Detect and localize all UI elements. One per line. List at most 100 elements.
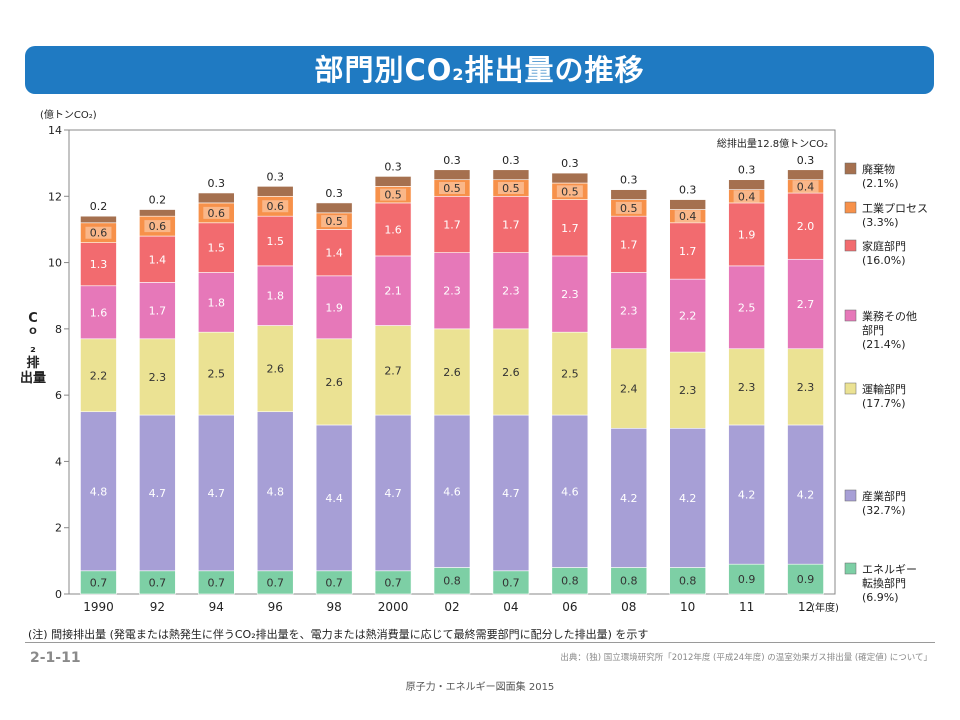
bar-segment: [198, 192, 235, 204]
bar-segment: [551, 414, 589, 568]
x-tick-label: 2000: [378, 600, 409, 614]
data-label: 0.3: [561, 157, 579, 170]
data-label: 0.3: [679, 184, 697, 197]
bar-segment: [669, 567, 706, 595]
data-label: 0.7: [149, 576, 167, 589]
bar-segment: [728, 424, 765, 565]
title-main: 部門別CO: [314, 53, 453, 87]
bar-segment: [315, 275, 353, 340]
bar-segment: [728, 179, 765, 190]
legend-share: (16.0%): [862, 254, 906, 267]
data-label: 4.2: [679, 492, 697, 505]
data-label: 0.3: [738, 164, 756, 177]
data-label: 0.8: [443, 575, 461, 588]
legend-swatch: [844, 201, 857, 214]
data-label: 0.5: [620, 202, 638, 215]
bar-segment: [374, 202, 412, 257]
data-label: 2.3: [561, 288, 579, 301]
legend-label: 業務その他: [862, 309, 917, 323]
data-label: 2.0: [797, 220, 815, 233]
data-label: 0.3: [620, 174, 638, 187]
data-label: 0.3: [208, 177, 226, 190]
data-label: 0.3: [266, 170, 284, 183]
x-tick-label: 94: [209, 600, 224, 614]
data-label: 2.6: [325, 376, 343, 389]
y-axis-title-char: 出量: [20, 370, 46, 386]
bar-segment: [669, 222, 706, 280]
bar-segment: [315, 424, 353, 572]
data-label: 2.3: [797, 381, 815, 394]
bar-segment: [198, 222, 235, 273]
legend-share: (6.9%): [862, 591, 899, 604]
y-tick-label: 4: [55, 455, 62, 468]
bar-segment: [551, 199, 589, 257]
data-label: 0.7: [208, 576, 226, 589]
bar-segment: [433, 169, 471, 181]
bar-segment: [80, 215, 117, 224]
title-rest: 排出量の推移: [464, 53, 645, 87]
y-tick-label: 12: [48, 190, 62, 203]
legend-swatch: [844, 562, 857, 575]
bar-segment: [374, 414, 412, 572]
legend-swatch: [844, 382, 857, 395]
footer-text: 原子力・エネルギー図面集 2015: [405, 682, 555, 693]
data-label: 0.2: [149, 194, 167, 207]
bar-segment: [787, 192, 824, 260]
x-unit-label: (年度): [811, 601, 839, 614]
y-tick-label: 6: [55, 389, 62, 402]
data-label: 2.2: [90, 369, 108, 382]
legend-share: (2.1%): [862, 177, 899, 190]
data-label: 1.8: [266, 290, 284, 303]
legend-label: 部門: [862, 323, 884, 337]
data-label: 0.6: [208, 207, 226, 220]
data-label: 1.6: [90, 306, 108, 319]
data-label: 2.6: [443, 366, 461, 379]
bar-segment: [610, 348, 648, 429]
data-label: 2.3: [620, 305, 638, 318]
bar-segment: [728, 563, 765, 595]
data-label: 0.3: [443, 154, 461, 167]
bar-segment: [551, 255, 589, 333]
data-label: 2.7: [384, 364, 402, 377]
data-label: 1.7: [679, 245, 697, 258]
data-label: 1.7: [620, 238, 638, 251]
data-label: 0.7: [325, 576, 343, 589]
label-box: [144, 220, 171, 233]
data-label: 1.5: [266, 235, 284, 248]
data-label: 2.4: [620, 383, 638, 396]
data-label: 2.5: [208, 368, 226, 381]
bar-segment: [256, 186, 294, 197]
data-label: 2.3: [738, 381, 756, 394]
data-label: 1.7: [502, 218, 520, 231]
x-tick-label: 1990: [83, 600, 114, 614]
data-label: 2.6: [266, 363, 284, 376]
data-label: 2.1: [384, 285, 402, 298]
bar-segment: [728, 202, 765, 267]
data-label: 1.9: [738, 228, 756, 241]
x-tick-label: 96: [268, 600, 283, 614]
data-label: 4.7: [208, 487, 226, 500]
label-box: [85, 226, 112, 239]
data-label: 4.8: [90, 485, 108, 498]
legend-swatch: [844, 489, 857, 502]
data-label: 4.2: [620, 492, 638, 505]
data-label: 4.6: [443, 485, 461, 498]
legend-label: エネルギー: [862, 563, 917, 576]
data-label: 0.7: [266, 576, 284, 589]
bar-segment: [198, 331, 235, 416]
data-label: 0.7: [90, 576, 108, 589]
bar-segment: [492, 328, 530, 416]
bar-segment: [139, 282, 176, 340]
data-label: 0.4: [679, 210, 697, 223]
data-label: 1.4: [149, 253, 167, 266]
data-label: 0.5: [443, 182, 461, 195]
total-annotation: 総排出量12.8億トンCO₂: [717, 137, 828, 150]
bar-segment: [728, 265, 765, 350]
data-label: 0.5: [384, 189, 402, 202]
data-label: 1.9: [325, 301, 343, 314]
bar-segment: [787, 258, 824, 350]
x-tick-label: 12: [798, 600, 813, 614]
bar-segment: [433, 567, 471, 595]
data-label: 0.5: [502, 182, 520, 195]
title-subscript: 2: [452, 65, 465, 84]
